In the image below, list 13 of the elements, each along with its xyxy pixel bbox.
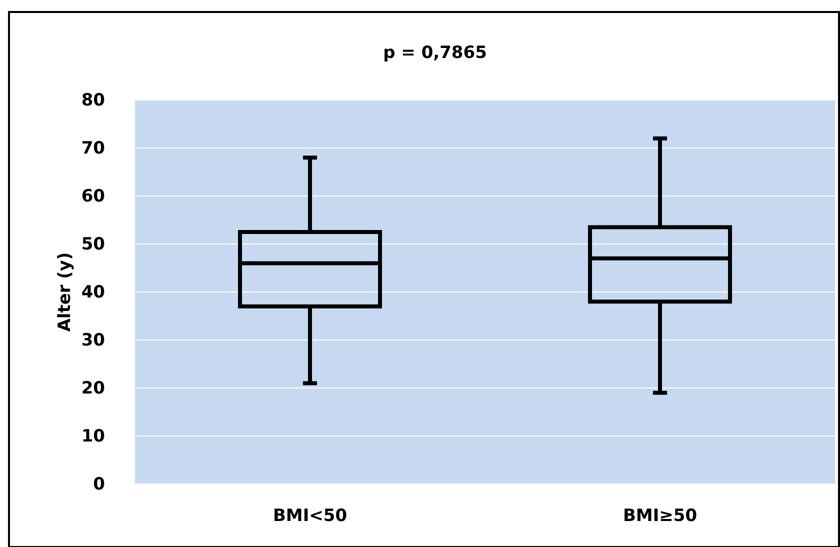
y-tick-label: 40: [81, 282, 106, 302]
y-tick-label: 20: [81, 378, 106, 398]
chart-title: p = 0,7865: [383, 43, 487, 63]
y-tick-label: 60: [81, 186, 106, 206]
y-tick-label: 70: [81, 138, 106, 158]
y-tick-label: 50: [81, 234, 106, 254]
x-tick-label: BMI<50: [272, 506, 348, 526]
y-axis-title: Alter (y): [55, 252, 75, 332]
y-tick-label: 0: [93, 474, 106, 494]
x-tick-label: BMI≥50: [622, 506, 698, 526]
y-tick-label: 80: [81, 90, 106, 110]
y-tick-label: 10: [81, 426, 106, 446]
y-tick-label: 30: [81, 330, 106, 350]
